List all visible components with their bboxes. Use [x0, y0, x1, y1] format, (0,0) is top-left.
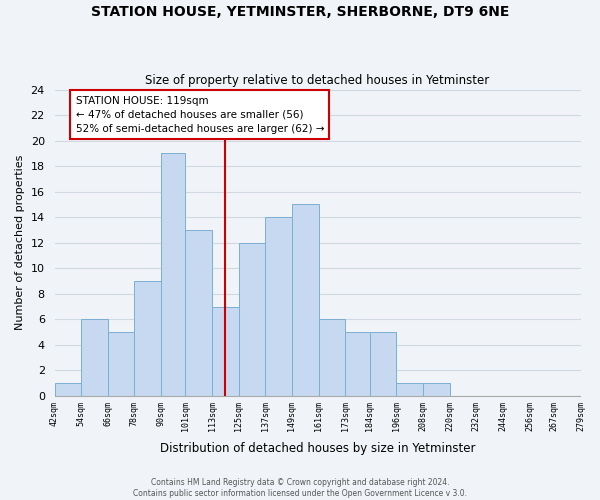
Bar: [423, 384, 449, 396]
Bar: [134, 281, 161, 396]
Bar: [319, 320, 345, 396]
Bar: [55, 384, 81, 396]
Text: STATION HOUSE, YETMINSTER, SHERBORNE, DT9 6NE: STATION HOUSE, YETMINSTER, SHERBORNE, DT…: [91, 5, 509, 19]
Bar: [345, 332, 370, 396]
Bar: [239, 243, 265, 396]
Bar: [212, 306, 239, 396]
Bar: [185, 230, 212, 396]
X-axis label: Distribution of detached houses by size in Yetminster: Distribution of detached houses by size …: [160, 442, 475, 455]
Bar: [81, 320, 108, 396]
Bar: [265, 218, 292, 396]
Text: STATION HOUSE: 119sqm
← 47% of detached houses are smaller (56)
52% of semi-deta: STATION HOUSE: 119sqm ← 47% of detached …: [76, 96, 324, 134]
Bar: [108, 332, 134, 396]
Bar: [396, 384, 423, 396]
Bar: [161, 154, 185, 396]
Title: Size of property relative to detached houses in Yetminster: Size of property relative to detached ho…: [145, 74, 490, 87]
Y-axis label: Number of detached properties: Number of detached properties: [15, 155, 25, 330]
Bar: [292, 204, 319, 396]
Text: Contains HM Land Registry data © Crown copyright and database right 2024.
Contai: Contains HM Land Registry data © Crown c…: [133, 478, 467, 498]
Bar: [370, 332, 396, 396]
